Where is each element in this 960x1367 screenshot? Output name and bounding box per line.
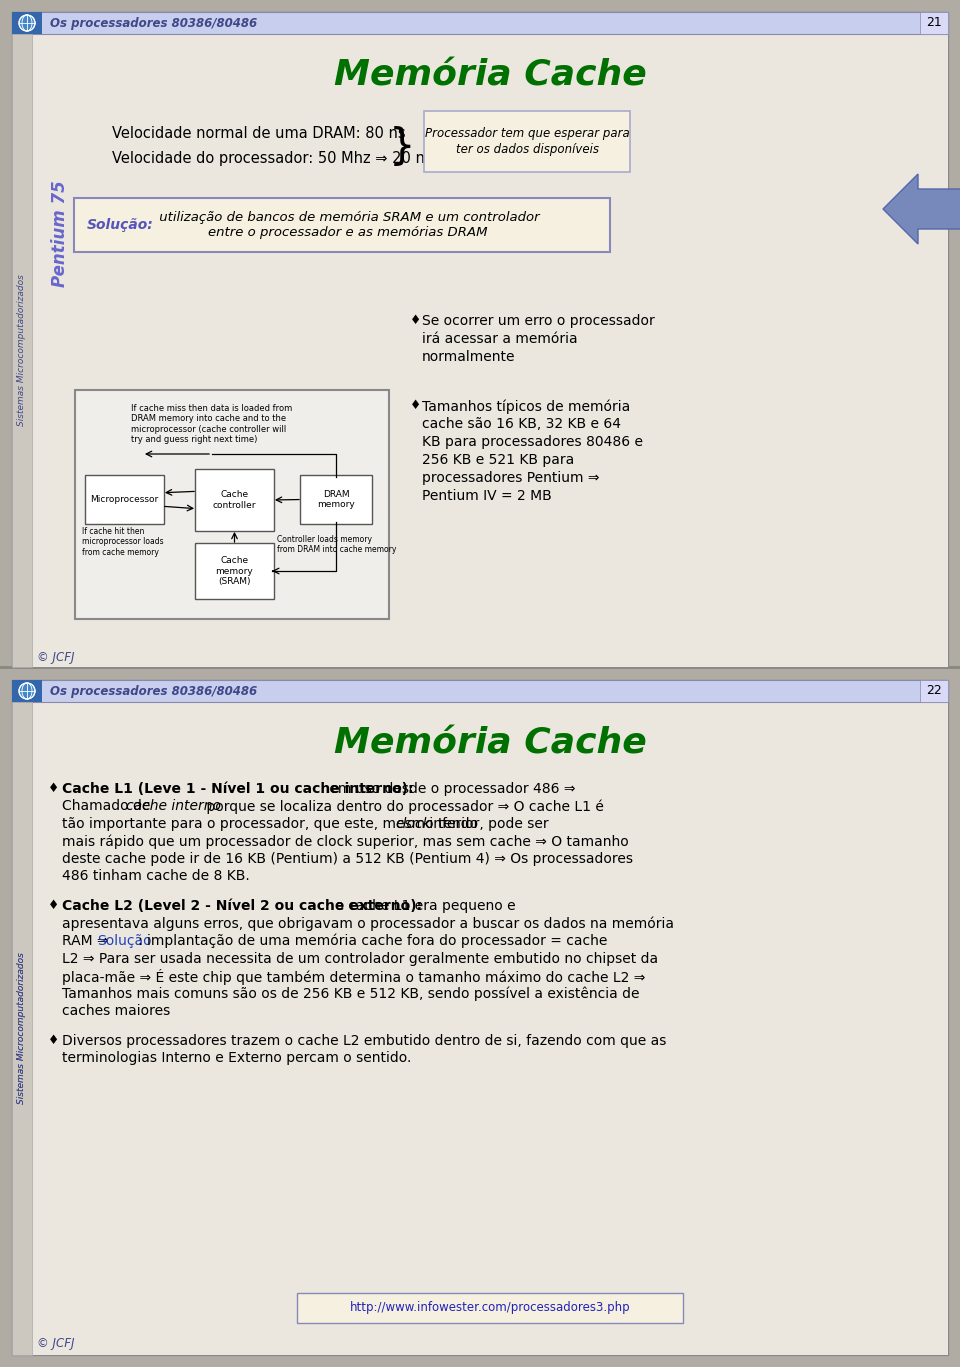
Circle shape [19,15,35,31]
FancyBboxPatch shape [920,679,948,703]
Text: Tamanhos mais comuns são os de 256 KB e 512 KB, sendo possível a existência de: Tamanhos mais comuns são os de 256 KB e … [62,987,639,1001]
Text: Se ocorrer um erro o processador
irá acessar a memória
normalmente: Se ocorrer um erro o processador irá ace… [422,314,655,364]
Text: DRAM
memory: DRAM memory [317,489,355,509]
Text: Solução:: Solução: [87,217,154,232]
Text: caches maiores: caches maiores [62,1003,170,1018]
Text: 21: 21 [926,16,942,30]
Text: terminologias Interno e Externo percam o sentido.: terminologias Interno e Externo percam o… [62,1051,412,1065]
Text: utilização de bancos de memória SRAM e um controlador
entre o processador e as m: utilização de bancos de memória SRAM e u… [155,211,540,239]
Text: Sistemas Microcomputadorizados: Sistemas Microcomputadorizados [17,953,27,1105]
FancyBboxPatch shape [75,390,389,619]
FancyBboxPatch shape [424,111,630,172]
Text: Cache
memory
(SRAM): Cache memory (SRAM) [216,556,253,586]
Text: Cache L1 (Leve 1 - Nível 1 ou cache interno):: Cache L1 (Leve 1 - Nível 1 ou cache inte… [62,782,414,796]
Text: Tamanhos típicos de memória
cache são 16 KB, 32 KB e 64
KB para processadores 80: Tamanhos típicos de memória cache são 16… [422,399,643,503]
Text: Diversos processadores trazem o cache L2 embutido dentro de si, fazendo com que : Diversos processadores trazem o cache L2… [62,1033,666,1047]
Text: ♦: ♦ [410,399,421,411]
FancyBboxPatch shape [12,679,42,703]
Text: tão importante para o processador, que este, mesmo tendo: tão importante para o processador, que e… [62,817,483,831]
Text: mais rápido que um processador de clock superior, mas sem cache ⇒ O tamanho: mais rápido que um processador de clock … [62,834,629,849]
FancyBboxPatch shape [12,679,948,703]
Text: }: } [389,126,416,168]
Text: Controller loads memory
from DRAM into cache memory: Controller loads memory from DRAM into c… [277,534,396,555]
Text: http://www.infowester.com/processadores3.php: http://www.infowester.com/processadores3… [349,1301,631,1315]
Text: 486 tinham cache de 8 KB.: 486 tinham cache de 8 KB. [62,869,250,883]
Text: ♦: ♦ [48,782,60,796]
FancyBboxPatch shape [195,543,274,599]
Text: Cache
controller: Cache controller [213,491,256,510]
Text: cache interno: cache interno [127,800,222,813]
Text: If cache miss then data is loaded from
DRAM memory into cache and to the
micropr: If cache miss then data is loaded from D… [132,405,293,444]
FancyBboxPatch shape [32,34,948,667]
Text: 22: 22 [926,685,942,697]
Text: Memória Cache: Memória Cache [334,59,646,93]
Text: Processador tem que esperar para
ter os dados disponíveis: Processador tem que esperar para ter os … [424,127,630,156]
Text: Microprocessor: Microprocessor [90,495,158,504]
Text: Os processadores 80386/80486: Os processadores 80386/80486 [50,16,257,30]
FancyBboxPatch shape [32,703,948,1355]
Text: deste cache pode ir de 16 KB (Pentium) a 512 KB (Pentium 4) ⇒ Os processadores: deste cache pode ir de 16 KB (Pentium) a… [62,852,633,867]
FancyBboxPatch shape [12,12,948,34]
Text: ♦: ♦ [48,1033,60,1047]
FancyBboxPatch shape [300,474,372,524]
Text: Chamado de: Chamado de [62,800,155,813]
Text: If cache hit then
microprocessor loads
from cache memory: If cache hit then microprocessor loads f… [82,528,163,556]
Text: placa-mãe ⇒ É este chip que também determina o tamanho máximo do cache L2 ⇒: placa-mãe ⇒ É este chip que também deter… [62,969,645,986]
FancyBboxPatch shape [74,198,610,252]
Text: porque se localiza dentro do processador ⇒ O cache L1 é: porque se localiza dentro do processador… [203,800,604,813]
Text: clock: clock [396,817,431,831]
Text: Sistemas Microcomputadorizados: Sistemas Microcomputadorizados [17,953,27,1105]
Text: : implantação de uma memória cache fora do processador = cache: : implantação de uma memória cache fora … [138,934,608,949]
FancyBboxPatch shape [12,679,948,1355]
Text: RAM ⇒: RAM ⇒ [62,934,113,947]
Circle shape [19,684,35,699]
Text: inferior, pode ser: inferior, pode ser [424,817,548,831]
Text: Sistemas Microcomputadorizados: Sistemas Microcomputadorizados [17,275,27,427]
Text: L2 ⇒ Para ser usada necessita de um controlador geralmente embutido no chipset d: L2 ⇒ Para ser usada necessita de um cont… [62,951,659,965]
Text: o cache L1 era pequeno e: o cache L1 era pequeno e [331,899,516,913]
Text: apresentava alguns erros, que obrigavam o processador a buscar os dados na memór: apresentava alguns erros, que obrigavam … [62,916,674,931]
FancyBboxPatch shape [12,12,948,667]
Text: Cache L2 (Level 2 - Nível 2 ou cache externo):: Cache L2 (Level 2 - Nível 2 ou cache ext… [62,899,422,913]
Text: ♦: ♦ [48,899,60,912]
Text: Velocidade normal de uma DRAM: 80 ns: Velocidade normal de uma DRAM: 80 ns [112,127,406,142]
Text: Pentium 75: Pentium 75 [51,180,69,287]
Text: ♦: ♦ [410,314,421,327]
Text: Solução: Solução [97,934,152,947]
FancyBboxPatch shape [85,474,164,524]
FancyBboxPatch shape [12,703,32,1355]
Text: © JCFJ: © JCFJ [37,651,75,663]
Text: Velocidade do processador: 50 Mhz ⇒ 20 ns: Velocidade do processador: 50 Mhz ⇒ 20 n… [112,152,433,167]
FancyBboxPatch shape [195,469,274,530]
FancyBboxPatch shape [12,34,32,667]
FancyBboxPatch shape [920,12,948,34]
Text: © JCFJ: © JCFJ [37,1337,75,1349]
Text: Os processadores 80386/80486: Os processadores 80386/80486 [50,685,257,697]
FancyBboxPatch shape [297,1293,683,1323]
FancyBboxPatch shape [12,12,42,34]
Text: em uso desde o processador 486 ⇒: em uso desde o processador 486 ⇒ [325,782,576,796]
Polygon shape [883,174,960,243]
Text: Memória Cache: Memória Cache [334,727,646,761]
